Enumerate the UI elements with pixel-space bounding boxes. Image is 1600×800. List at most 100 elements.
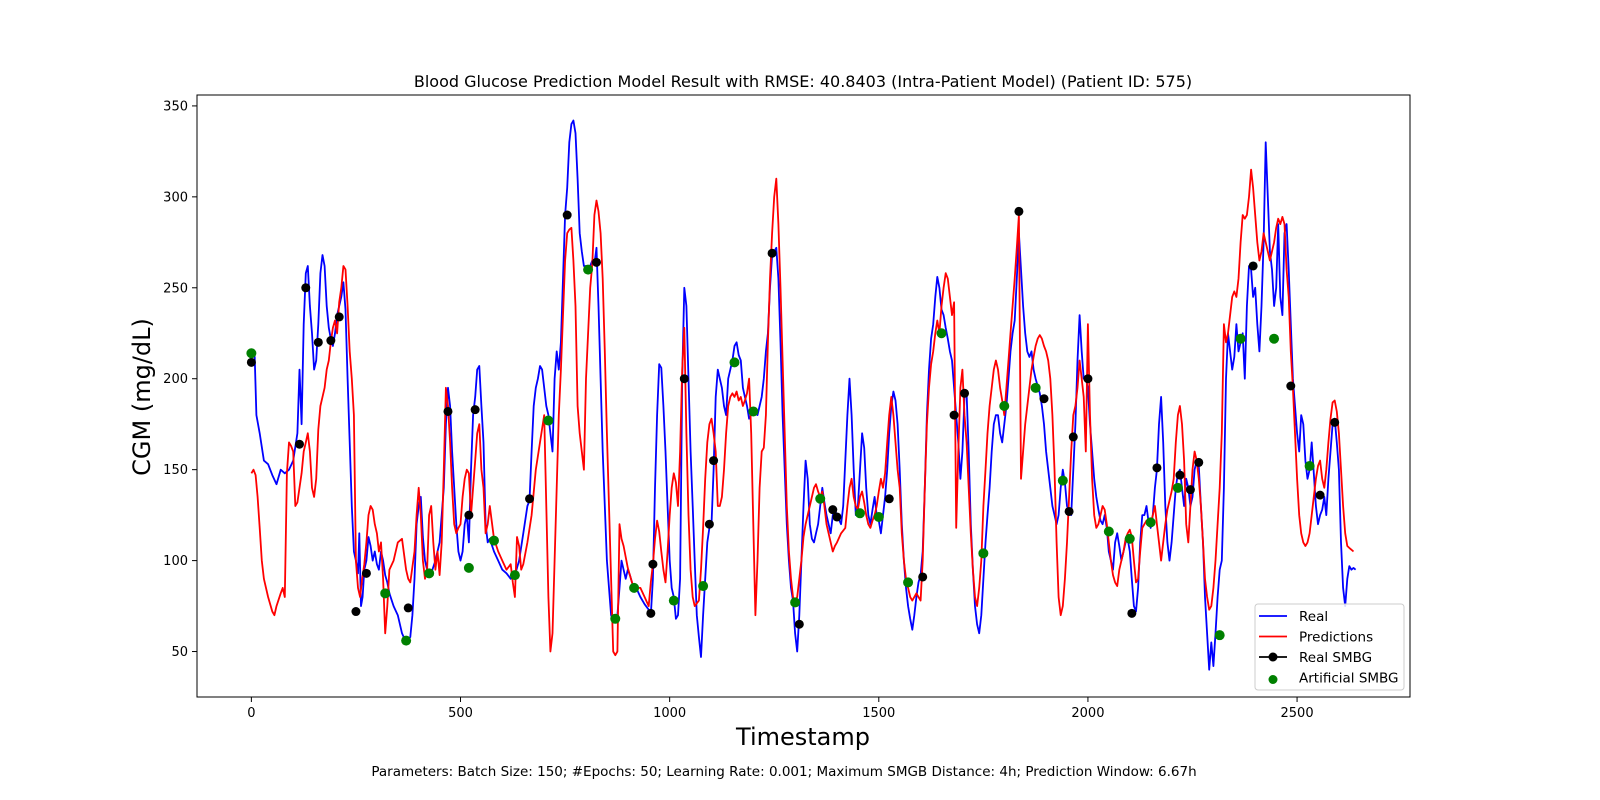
real-smbg-point: [646, 608, 656, 618]
real-smbg-point: [1127, 608, 1137, 618]
real-smbg-point: [648, 559, 658, 569]
real-smbg-point: [832, 512, 842, 522]
artificial-smbg-point: [629, 582, 640, 593]
x-tick-label: 500: [448, 706, 473, 721]
series-line-predictions: [250, 168, 1355, 657]
real-smbg-point: [1014, 206, 1024, 216]
x-axis: 0 500 1000 1500 2000 2500: [247, 697, 1314, 721]
artificial-smbg-point: [815, 493, 826, 504]
real-smbg-point: [334, 312, 344, 322]
legend-marker: [1268, 675, 1278, 684]
artificial-smbg-point: [1172, 482, 1183, 493]
real-smbg-point: [591, 257, 601, 267]
legend-label: Real SMBG: [1299, 650, 1372, 666]
artificial-smbg-point: [668, 595, 679, 606]
artificial-smbg-point: [246, 348, 257, 359]
real-smbg-point: [1330, 417, 1340, 427]
artificial-smbg-point: [936, 328, 947, 339]
real-smbg-point: [709, 456, 719, 466]
real-smbg-point: [1185, 485, 1195, 495]
x-tick-label: 2500: [1281, 706, 1314, 721]
artificial-smbg-point: [463, 562, 474, 573]
series-line-real: [250, 119, 1357, 671]
y-tick-label: 150: [163, 463, 188, 478]
real-smbg-point: [562, 210, 572, 220]
real-smbg-point: [525, 494, 535, 504]
real-smbg-point: [403, 603, 413, 613]
real-smbg-point: [1175, 470, 1185, 480]
real-smbg-point: [1064, 506, 1074, 516]
artificial-smbg-point: [790, 597, 801, 608]
artificial-smbg-point: [1124, 533, 1135, 544]
real-smbg-point: [960, 388, 970, 398]
y-tick-label: 100: [163, 554, 188, 569]
real-smbg-point: [704, 519, 714, 529]
artificial-smbg-point: [748, 406, 759, 417]
real-smbg-point: [1068, 432, 1078, 442]
real-smbg-point: [1039, 394, 1049, 404]
legend-box: [1254, 603, 1405, 691]
real-smbg-point: [884, 494, 894, 504]
real-smbg-point: [1194, 457, 1204, 467]
artificial-smbg-point: [873, 511, 884, 522]
real-smbg-point: [949, 410, 959, 420]
legend-label: Real: [1299, 609, 1328, 625]
artificial-smbg-point: [1269, 333, 1280, 344]
real-smbg-point: [361, 568, 371, 578]
chart-title: Blood Glucose Prediction Model Result wi…: [414, 72, 1192, 91]
artificial-smbg-point: [543, 415, 554, 426]
artificial-smbg-point: [903, 577, 914, 588]
plot-frame: [196, 94, 1411, 698]
real-smbg-point: [443, 406, 453, 416]
real-smbg-point: [767, 248, 777, 258]
artificial-smbg-point: [1030, 382, 1041, 393]
y-axis: 50 100 150 200 250 300 350: [163, 99, 197, 660]
artificial-smbg-point: [583, 264, 594, 275]
artificial-smbg-point: [380, 588, 391, 599]
real-smbg-point: [470, 405, 480, 415]
y-tick-label: 200: [163, 372, 188, 387]
artificial-smbg-point: [999, 401, 1010, 412]
y-tick-label: 350: [163, 99, 188, 114]
artificial-smbg-point: [1214, 630, 1225, 641]
artificial-smbg-point: [401, 635, 412, 646]
series-layer: [250, 119, 1357, 671]
artificial-smbg-point: [1103, 526, 1114, 537]
real-smbg-point: [246, 357, 256, 367]
real-smbg-point: [1083, 374, 1093, 384]
markers-layer: [246, 206, 1340, 646]
x-tick-label: 2000: [1071, 706, 1104, 721]
artificial-smbg-point: [1057, 475, 1068, 486]
x-axis-label: Timestamp: [735, 723, 870, 751]
real-smbg-point: [1152, 463, 1162, 473]
real-smbg-point: [294, 439, 304, 449]
artificial-smbg-point: [978, 548, 989, 559]
real-smbg-point: [313, 337, 323, 347]
real-smbg-point: [1248, 261, 1258, 271]
artificial-smbg-point: [610, 613, 621, 624]
artificial-smbg-point: [424, 568, 435, 579]
y-tick-label: 50: [171, 645, 188, 660]
artificial-smbg-point: [729, 357, 740, 368]
real-smbg-point: [794, 619, 804, 629]
real-smbg-point: [828, 505, 838, 515]
y-tick-label: 300: [163, 190, 188, 205]
parameters-footer: Parameters: Batch Size: 150; #Epochs: 50…: [371, 764, 1196, 780]
artificial-smbg-point: [509, 570, 520, 581]
real-smbg-point: [679, 374, 689, 384]
real-smbg-point: [918, 572, 928, 582]
real-smbg-point: [1286, 381, 1296, 391]
artificial-smbg-point: [1235, 333, 1246, 344]
legend-label: Predictions: [1299, 630, 1373, 646]
y-axis-label: CGM (mg/dL): [128, 318, 156, 476]
real-smbg-point: [301, 283, 311, 293]
legend-label: Artificial SMBG: [1299, 671, 1399, 687]
real-smbg-point: [351, 607, 361, 617]
x-tick-label: 1000: [653, 706, 686, 721]
real-smbg-point: [464, 510, 474, 520]
artificial-smbg-point: [1304, 461, 1315, 472]
artificial-smbg-point: [854, 508, 865, 519]
real-smbg-point: [326, 336, 336, 346]
legend-marker: [1268, 652, 1278, 662]
